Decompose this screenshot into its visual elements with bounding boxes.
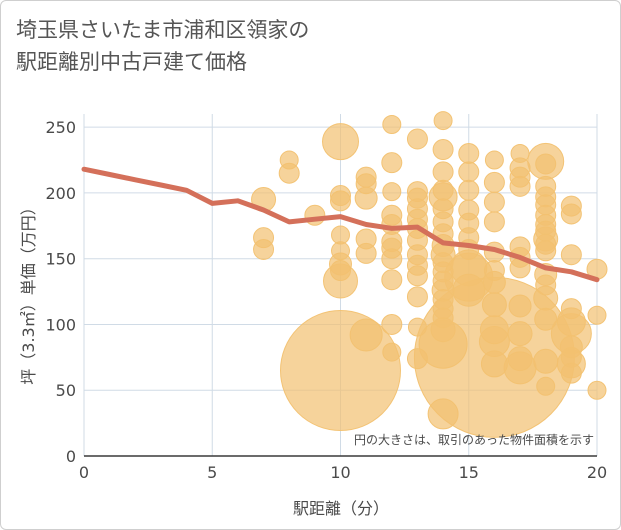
x-tick-label: 5 — [207, 463, 217, 482]
bubble-point — [433, 111, 453, 131]
bubble-point — [381, 248, 403, 270]
x-axis-ticks: 0 5 10 15 20 — [79, 463, 607, 482]
bubble-point — [560, 203, 582, 225]
y-tick-label: 100 — [45, 315, 76, 334]
bubble-point — [458, 179, 480, 201]
bubble-point — [587, 380, 607, 400]
bubble-point — [432, 270, 454, 292]
bubble-point — [330, 190, 351, 212]
y-tick-label: 250 — [45, 118, 76, 137]
bubble-point — [483, 171, 505, 193]
bubble-point — [484, 150, 504, 170]
y-tick-label: 50 — [56, 381, 76, 400]
x-tick-label: 20 — [587, 463, 607, 482]
size-note: 円の大きさは、取引のあった物件面積を示す — [354, 432, 594, 447]
bubble-point — [427, 398, 459, 430]
bubble-point — [483, 260, 505, 282]
bubble-point — [381, 269, 403, 291]
bubble-point — [587, 305, 607, 325]
chart-title: 埼玉県さいたま市浦和区領家の 駅距離別中古戸建て価格 — [16, 18, 310, 74]
bubble-point — [279, 150, 299, 170]
bubble-point — [560, 362, 582, 384]
bubble-point — [458, 142, 480, 164]
bubble-point — [406, 286, 428, 308]
bubble-point — [535, 153, 557, 175]
x-tick-label: 15 — [459, 463, 479, 482]
bubble-point — [458, 161, 480, 183]
bubble-point — [535, 274, 557, 296]
bubble-point — [509, 175, 531, 197]
x-tick-label: 10 — [330, 463, 350, 482]
bubble-point — [480, 350, 508, 378]
trend-line — [81, 166, 600, 283]
bubble-point — [534, 307, 558, 331]
bubble-point — [382, 342, 402, 362]
bubble-point — [560, 298, 582, 320]
x-axis-title: 駅距離（分） — [293, 499, 389, 518]
bubble-point — [381, 152, 403, 174]
y-axis-title: 坪（3.3㎡）単価（万円） — [19, 199, 38, 384]
bubble-point — [322, 123, 359, 161]
bubble-point — [508, 294, 532, 318]
bubble-point — [481, 292, 507, 318]
bubble-point — [382, 115, 402, 135]
bubble-point — [507, 346, 533, 372]
bubble-point — [406, 128, 428, 150]
bubble-point — [330, 260, 351, 282]
bubble-point — [535, 240, 557, 262]
bubble-point — [355, 242, 377, 264]
y-tick-label: 200 — [45, 184, 76, 203]
bubble-point — [483, 211, 505, 233]
bubble-point — [432, 179, 454, 201]
y-tick-label: 0 — [66, 447, 76, 466]
bubble-point — [381, 313, 403, 335]
bubble-point — [533, 348, 559, 374]
bubble-point — [536, 376, 556, 396]
bubble-point — [510, 143, 530, 163]
bubble-point — [355, 173, 377, 195]
bubble-point — [432, 161, 454, 183]
bubble-layer — [251, 111, 608, 438]
bubble-point — [507, 321, 533, 347]
bubble-point — [382, 182, 402, 202]
bubble-point — [349, 318, 383, 352]
bubble-point — [432, 307, 454, 329]
x-tick-label: 0 — [79, 463, 89, 482]
bubble-point — [406, 265, 428, 287]
bubble-point — [452, 273, 486, 307]
bubble-point — [479, 315, 509, 345]
bubble-point — [560, 244, 582, 266]
bubble-point — [406, 348, 428, 370]
bubble-point — [253, 238, 275, 260]
bubble-point — [432, 139, 454, 161]
y-axis-ticks: 0 50 100 150 200 250 — [45, 118, 76, 466]
bubble-point — [407, 317, 427, 337]
bubble-point — [331, 241, 350, 261]
bubble-point — [483, 191, 505, 213]
y-tick-label: 150 — [45, 250, 76, 269]
